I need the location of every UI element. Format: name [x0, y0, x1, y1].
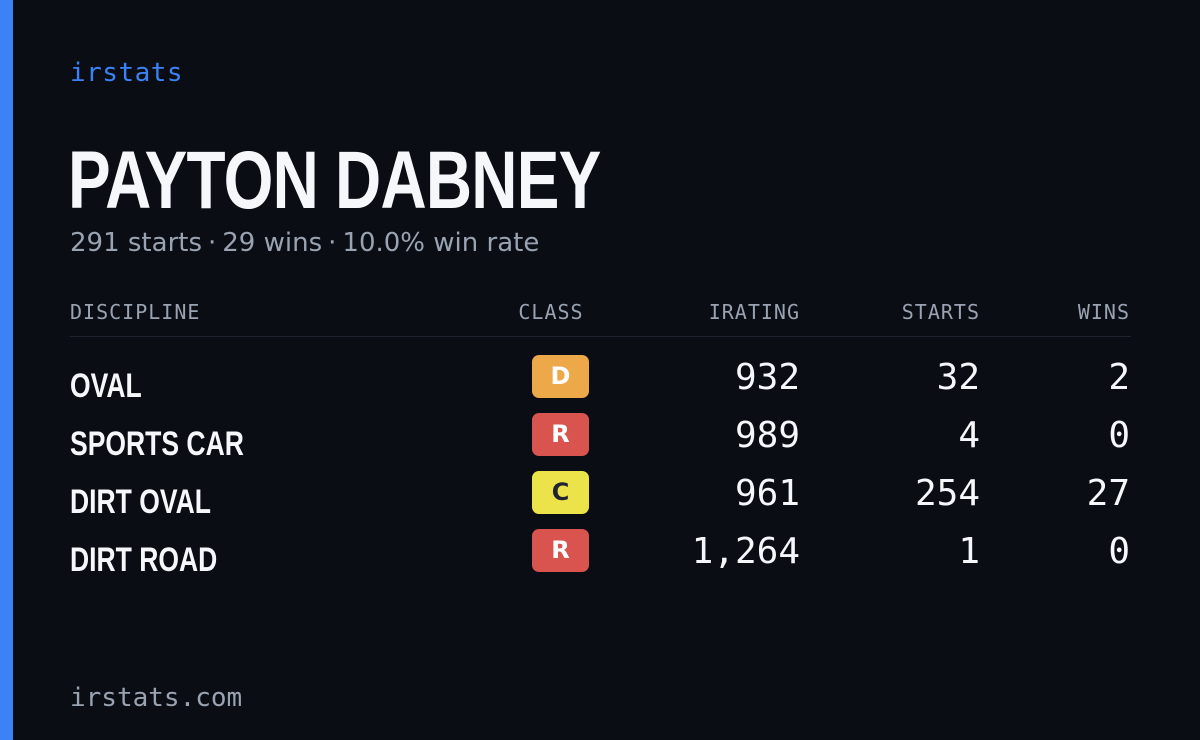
irating-value: 961 [734, 473, 800, 514]
wins-summary: 29 wins [222, 228, 323, 258]
table-row: SPORTS CAR R 989 4 0 [70, 411, 1131, 469]
class-badge: D [532, 355, 589, 398]
discipline-name: DIRT OVAL [70, 483, 211, 521]
stats-table: DISCIPLINE CLASS IRATING STARTS WINS OVA… [70, 296, 1131, 585]
brand-logo: irstats [70, 58, 184, 88]
table-row: DIRT OVAL C 961 254 27 [70, 469, 1131, 527]
starts-value: 1 [958, 531, 980, 572]
footer-url: irstats.com [70, 683, 243, 713]
player-summary: 291 starts · 29 wins · 10.0% win rate [70, 228, 539, 258]
player-name: PAYTON DABNEY [68, 135, 601, 226]
wins-value: 2 [1108, 357, 1130, 398]
class-badge: C [532, 471, 589, 514]
summary-separator: · [328, 228, 337, 258]
header-starts: STARTS [901, 300, 980, 324]
win-rate-summary: 10.0% win rate [342, 228, 540, 258]
discipline-name: OVAL [70, 367, 142, 405]
starts-value: 32 [936, 357, 980, 398]
irating-value: 1,264 [691, 531, 800, 572]
table-row: DIRT ROAD R 1,264 1 0 [70, 527, 1131, 585]
summary-separator: · [208, 228, 217, 258]
irating-value: 932 [734, 357, 800, 398]
table-row: OVAL D 932 32 2 [70, 353, 1131, 411]
header-class: CLASS [518, 300, 584, 324]
header-wins: WINS [1077, 300, 1130, 324]
discipline-name: SPORTS CAR [70, 425, 244, 463]
starts-value: 254 [914, 473, 980, 514]
header-irating: IRATING [708, 300, 800, 324]
header-discipline: DISCIPLINE [70, 300, 201, 324]
class-badge: R [532, 529, 589, 572]
starts-summary: 291 starts [70, 228, 202, 258]
wins-value: 0 [1108, 415, 1130, 456]
wins-value: 27 [1086, 473, 1130, 514]
irating-value: 989 [734, 415, 800, 456]
accent-bar [0, 0, 13, 740]
class-badge: R [532, 413, 589, 456]
table-body: OVAL D 932 32 2 SPORTS CAR R 989 4 0 DIR… [70, 337, 1131, 585]
table-header: DISCIPLINE CLASS IRATING STARTS WINS [70, 296, 1131, 337]
wins-value: 0 [1108, 531, 1130, 572]
discipline-name: DIRT ROAD [70, 541, 218, 579]
starts-value: 4 [958, 415, 980, 456]
